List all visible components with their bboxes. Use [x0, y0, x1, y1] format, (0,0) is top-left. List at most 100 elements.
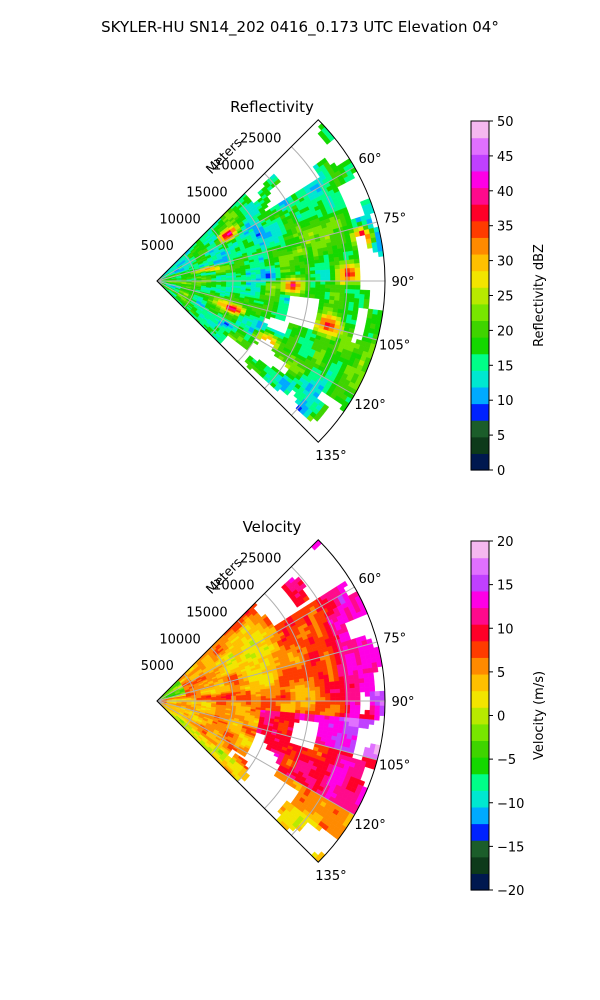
field-cell: [329, 292, 336, 297]
angle-tick-label: 105°: [379, 339, 410, 354]
reflectivity-colorbar: [470, 120, 493, 471]
colorbar-segment: [471, 253, 489, 272]
field-cell: [349, 289, 356, 295]
field-cell: [330, 276, 336, 282]
field-cell: [280, 695, 287, 699]
field-cell: [305, 277, 311, 282]
field-cell: [304, 687, 311, 692]
field-cell: [285, 694, 292, 699]
field-cell: [353, 298, 360, 304]
field-cell: [280, 283, 287, 287]
field-cell: [240, 696, 247, 700]
field-cell: [299, 716, 306, 721]
field-cell: [280, 692, 286, 696]
field-cell: [344, 289, 351, 294]
field-cell: [295, 688, 301, 693]
field-cell: [285, 703, 292, 708]
field-cell: [250, 276, 257, 280]
field-cell: [349, 267, 356, 273]
field-cell: [329, 288, 336, 293]
field-cell: [315, 693, 321, 698]
field-cell: [344, 259, 350, 265]
field-cell: [290, 706, 296, 711]
velocity-panel: Velocity 5000 10000 15000 20000 25000 Me…: [141, 518, 547, 899]
field-cell: [325, 277, 331, 282]
field-cell: [315, 273, 321, 278]
field-cell: [310, 697, 316, 702]
radial-tick-label: 5000: [141, 239, 174, 254]
field-cell: [305, 707, 311, 712]
field-cell: [353, 254, 360, 260]
colorbar-segment: [471, 137, 489, 155]
field-cell: [366, 242, 373, 249]
field-cell: [340, 272, 346, 278]
field-cell: [335, 276, 341, 282]
field-cell: [359, 294, 365, 300]
field-cell: [305, 270, 311, 275]
field-cell: [358, 298, 365, 304]
field-cell: [363, 298, 370, 305]
field-cell: [344, 263, 351, 269]
field-cell: [329, 269, 336, 274]
reflectivity-panel: Reflectivity 5000 10000 15000 20000 2500…: [141, 98, 547, 479]
colorbar-segment: [471, 187, 489, 205]
field-cell: [339, 260, 345, 266]
angle-tick-label: 75°: [383, 211, 406, 226]
colorbar-segment: [471, 403, 489, 421]
field-cell: [334, 292, 341, 298]
angle-tick-label: 60°: [359, 152, 382, 167]
field-cell: [315, 277, 321, 282]
field-cell: [349, 272, 356, 277]
field-cell: [265, 275, 272, 279]
field-cell: [324, 269, 331, 274]
field-cell: [300, 287, 306, 291]
field-cell: [285, 689, 291, 693]
colorbar-segment: [471, 420, 489, 438]
field-cell: [283, 389, 291, 396]
field-cell: [314, 682, 321, 688]
field-cell: [354, 285, 361, 291]
field-cell: [324, 261, 331, 267]
field-cell: [290, 271, 296, 276]
field-cell: [260, 693, 267, 697]
azimuth-spoke: [156, 166, 355, 282]
field-cell: [295, 268, 301, 273]
colorbar-segment: [471, 220, 489, 238]
field-cell: [315, 287, 321, 292]
field-cell: [295, 274, 301, 279]
field-cell: [348, 254, 355, 261]
field-cell: [270, 273, 277, 277]
field-cell: [363, 303, 370, 310]
field-cell: [319, 291, 326, 296]
field-cell: [285, 269, 291, 273]
azimuth-spoke: [156, 221, 378, 282]
colorbar-segment: [471, 386, 489, 405]
field-cell: [348, 297, 355, 303]
velocity-title: Velocity: [243, 518, 302, 536]
field-cell: [265, 273, 272, 277]
field-cell: [309, 683, 316, 688]
colorbar-label: Reflectivity dBZ: [532, 244, 547, 347]
field-cell: [310, 273, 316, 278]
azimuth-spoke: [156, 280, 378, 341]
field-cell: [354, 267, 361, 273]
field-cell: [285, 274, 292, 279]
field-cell: [350, 280, 356, 286]
field-cell: [304, 264, 311, 269]
colorbar-tick-label: 25: [497, 290, 514, 305]
field-cell: [314, 718, 320, 723]
field-cell: [270, 275, 277, 279]
reflectivity-colorbar-ticks: 0 5 10 15 20 25 30 35 40 45 50: [497, 115, 514, 479]
colorbar-tick-label: 40: [497, 185, 514, 200]
colorbar-segment: [471, 337, 489, 355]
field-cell: [348, 259, 355, 265]
field-cell: [300, 703, 306, 708]
field-cell: [319, 266, 326, 271]
field-cell: [315, 697, 321, 702]
reflectivity-radial-ticks: 5000 10000 15000 20000 25000: [141, 132, 282, 254]
field-cell: [273, 385, 281, 392]
colorbar-segment: [471, 353, 489, 371]
field-cell: [329, 265, 336, 270]
field-cell: [270, 693, 277, 697]
